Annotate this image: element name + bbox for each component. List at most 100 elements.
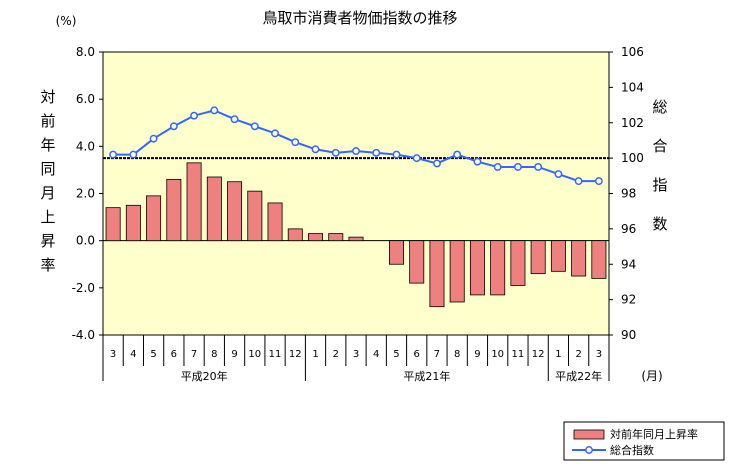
category-tick-label: 11 bbox=[269, 349, 282, 360]
bar bbox=[591, 240, 607, 279]
category-tick-label: 2 bbox=[575, 349, 581, 360]
legend-swatch-marker bbox=[585, 446, 593, 454]
right-axis-tick-label: 100 bbox=[621, 151, 644, 165]
bar bbox=[206, 176, 222, 242]
right-axis-tick-label: 92 bbox=[621, 293, 636, 307]
right-axis-tick-label: 90 bbox=[621, 328, 636, 342]
bar bbox=[449, 240, 465, 303]
category-tick-label: 8 bbox=[211, 349, 217, 360]
category-tick-label: 7 bbox=[191, 349, 197, 360]
bar bbox=[429, 240, 445, 308]
category-tick-label: 1 bbox=[555, 349, 561, 360]
category-tick-label: 4 bbox=[373, 349, 379, 360]
chart-title: 鳥取市消費者物価指数の推移 bbox=[262, 9, 457, 27]
index-point bbox=[372, 148, 381, 157]
year-group-label: 平成21年 bbox=[403, 369, 450, 383]
legend-label-index: 総合指数 bbox=[610, 443, 654, 457]
right-axis-tick-label: 96 bbox=[621, 222, 636, 236]
right-axis-tick-label: 102 bbox=[621, 116, 644, 130]
bar bbox=[247, 190, 263, 242]
left-axis-unit: (%) bbox=[56, 14, 77, 28]
category-tick-label: 12 bbox=[532, 349, 545, 360]
bar bbox=[530, 240, 546, 275]
bar bbox=[146, 195, 162, 242]
category-tick-label: 11 bbox=[512, 349, 525, 360]
x-axis-unit: (月) bbox=[641, 369, 662, 383]
bar bbox=[328, 233, 344, 242]
index-point bbox=[271, 129, 279, 138]
bar bbox=[267, 202, 283, 242]
left-axis-tick-label: 4.0 bbox=[76, 139, 95, 153]
category-tick-label: 1 bbox=[312, 349, 318, 360]
index-point bbox=[433, 159, 441, 168]
left-axis-tick-label: -2.0 bbox=[72, 281, 95, 295]
index-point bbox=[534, 163, 543, 171]
legend-swatch-bar bbox=[573, 429, 605, 440]
category-tick-label: 6 bbox=[414, 349, 420, 360]
bar bbox=[571, 240, 587, 277]
left-axis-tick-label: 0.0 bbox=[76, 234, 95, 248]
bar bbox=[409, 240, 425, 284]
index-point bbox=[291, 138, 300, 147]
index-point bbox=[149, 134, 158, 143]
left-axis-tick-label: 8.0 bbox=[76, 45, 95, 59]
index-point bbox=[190, 111, 199, 120]
index-point bbox=[554, 170, 563, 178]
left-axis-tick-label: -4.0 bbox=[72, 328, 95, 342]
index-point bbox=[392, 150, 401, 159]
right-axis-label: 総合指数 bbox=[652, 98, 667, 233]
index-point bbox=[574, 177, 583, 186]
category-tick-label: 10 bbox=[248, 349, 261, 360]
bar bbox=[105, 207, 121, 242]
left-axis-tick-label: 2.0 bbox=[76, 187, 95, 201]
index-point bbox=[210, 106, 219, 115]
category-tick-label: 3 bbox=[353, 349, 359, 360]
index-point bbox=[109, 150, 118, 159]
bar bbox=[510, 240, 526, 286]
bar bbox=[348, 236, 364, 242]
index-point bbox=[473, 157, 482, 166]
right-axis-tick-label: 104 bbox=[621, 80, 644, 94]
category-tick-label: 7 bbox=[434, 349, 440, 360]
category-tick-label: 12 bbox=[289, 349, 302, 360]
year-group-label: 平成20年 bbox=[181, 369, 228, 383]
bar bbox=[550, 240, 566, 272]
category-tick-label: 9 bbox=[474, 349, 480, 360]
legend-label-rate: 対前年同月上昇率 bbox=[610, 427, 698, 441]
category-tick-label: 8 bbox=[454, 349, 460, 360]
index-point bbox=[453, 150, 462, 159]
index-point bbox=[594, 177, 603, 186]
bar bbox=[166, 178, 182, 242]
category-tick-label: 10 bbox=[491, 349, 504, 360]
bar bbox=[469, 240, 485, 296]
category-tick-label: 6 bbox=[171, 349, 177, 360]
category-tick-label: 2 bbox=[333, 349, 339, 360]
category-tick-label: 5 bbox=[393, 349, 399, 360]
category-tick-label: 5 bbox=[150, 349, 156, 360]
right-axis-tick-label: 106 bbox=[621, 45, 644, 59]
category-tick-label: 3 bbox=[596, 349, 602, 360]
bar bbox=[186, 162, 202, 242]
year-group-label: 平成22年 bbox=[555, 369, 602, 383]
index-point bbox=[412, 154, 421, 163]
index-point bbox=[352, 147, 360, 156]
category-tick-label: 4 bbox=[130, 349, 136, 360]
index-point bbox=[331, 148, 340, 157]
bar bbox=[308, 233, 324, 242]
bar bbox=[490, 240, 506, 296]
index-point bbox=[230, 115, 239, 124]
bar bbox=[125, 204, 141, 242]
bar bbox=[227, 181, 243, 242]
index-point bbox=[250, 122, 259, 131]
left-axis-tick-label: 6.0 bbox=[76, 92, 95, 106]
left-axis-label: 対前年同月上昇率 bbox=[40, 88, 55, 274]
bar bbox=[388, 240, 404, 265]
category-tick-label: 9 bbox=[231, 349, 237, 360]
index-point bbox=[311, 145, 320, 154]
bar bbox=[287, 228, 303, 242]
index-point bbox=[129, 150, 138, 159]
right-axis-tick-label: 98 bbox=[621, 187, 636, 201]
index-point bbox=[493, 163, 502, 171]
